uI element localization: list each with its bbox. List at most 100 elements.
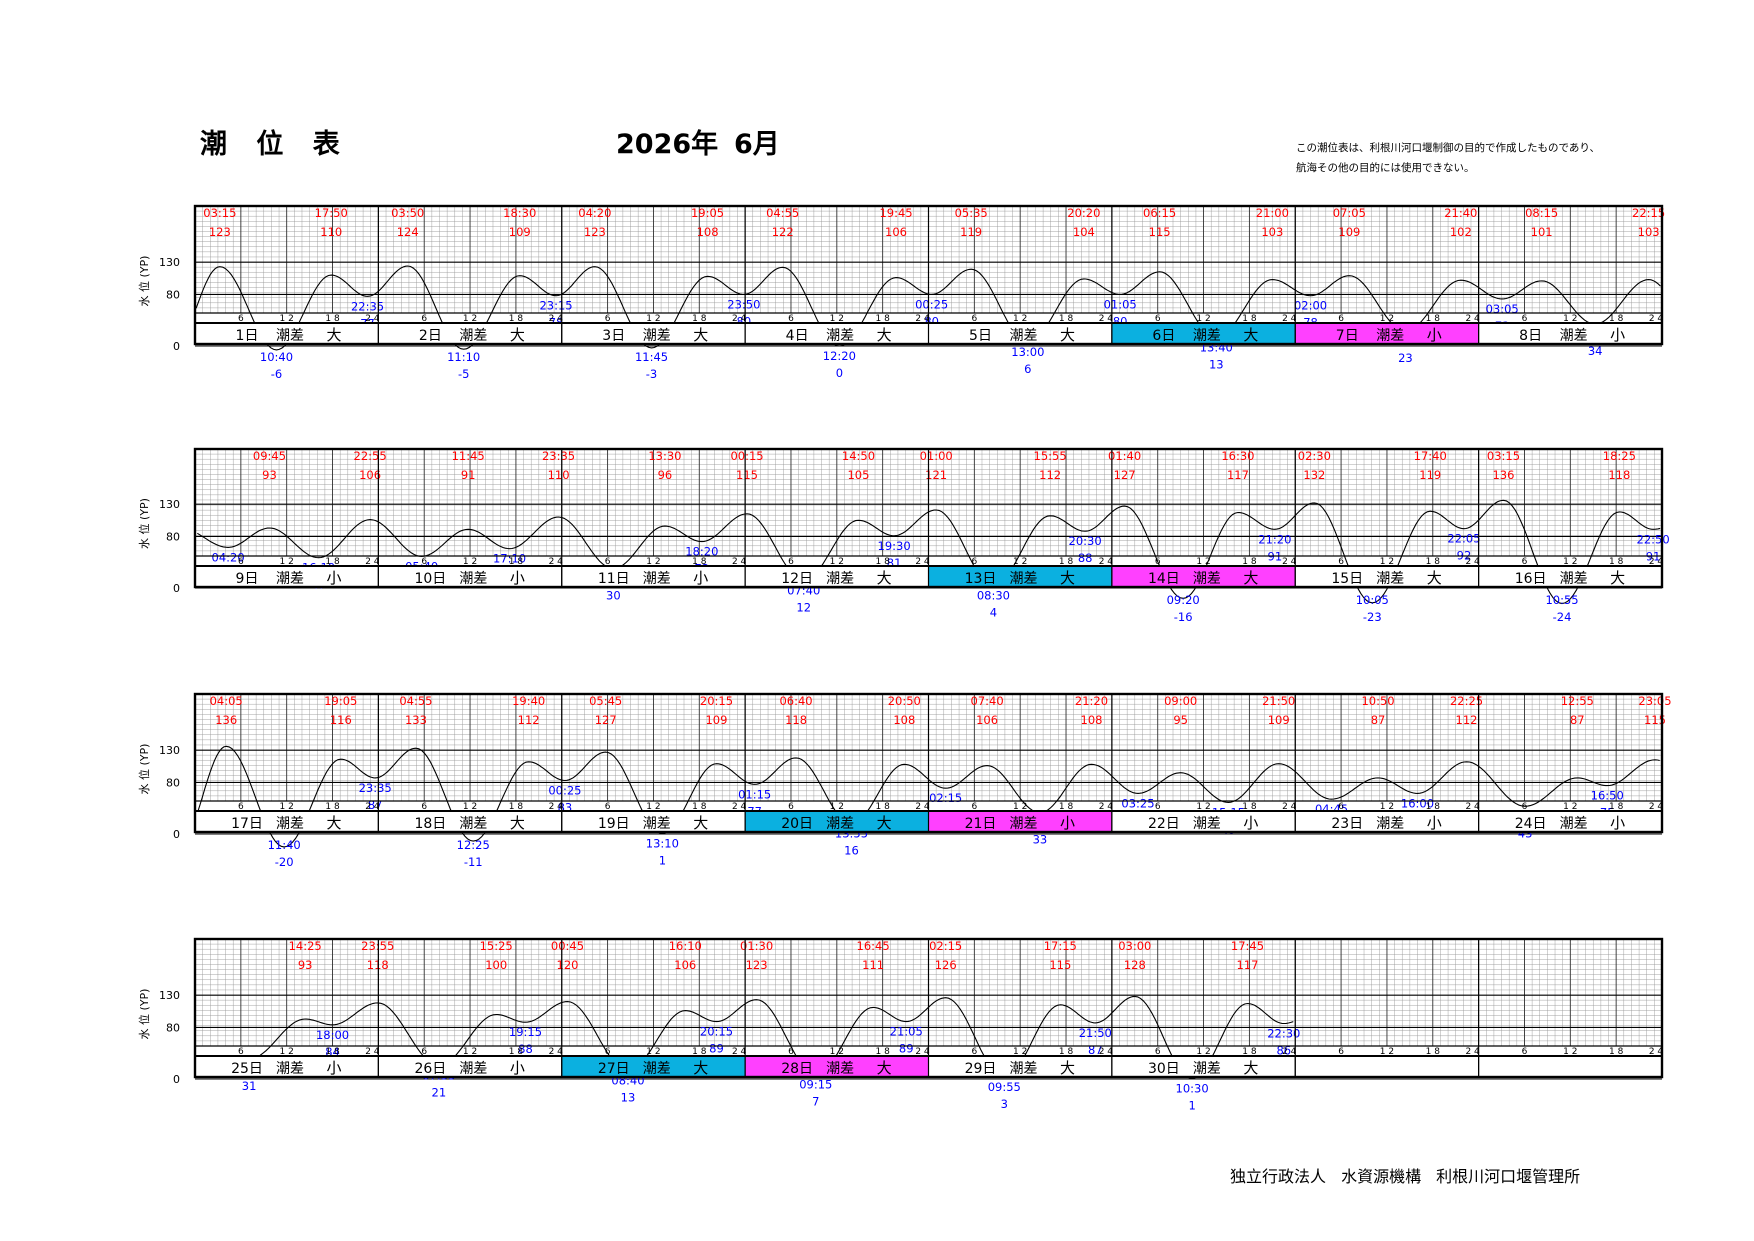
low-tide-time: 10:30 [1176, 1081, 1209, 1095]
high-tide-value: 119 [1419, 468, 1441, 482]
high-tide-value: 115 [1644, 713, 1666, 727]
range-value: 大 [1243, 326, 1258, 344]
x-tick-label: 2 4 [1649, 557, 1664, 567]
x-tick-label: 1 2 [830, 557, 844, 567]
low-tide-value: 0 [836, 366, 843, 380]
range-value: 小 [1610, 814, 1625, 832]
x-tick-label: 6 [971, 557, 977, 567]
low-tide-value: 30 [606, 589, 621, 603]
x-tick-label: 6 [1522, 1047, 1528, 1057]
low-tide-time: 13:00 [1011, 345, 1044, 359]
x-tick-label: 2 4 [732, 314, 747, 324]
range-value: 小 [510, 1059, 525, 1077]
y-tick-label: 0 [173, 582, 180, 595]
high-tide-time: 19:05 [691, 206, 724, 220]
range-value: 大 [1610, 569, 1625, 587]
day-label: 16日 [1515, 571, 1547, 587]
x-tick-label: 2 4 [365, 557, 380, 567]
high-tide-time: 09:00 [1164, 694, 1197, 708]
high-tide-value: 91 [461, 468, 476, 482]
x-tick-label: 1 8 [509, 802, 524, 812]
high-tide-value: 117 [1237, 958, 1259, 972]
high-tide-value: 93 [262, 468, 277, 482]
x-tick-label: 1 2 [1380, 557, 1394, 567]
x-tick-label: 2 4 [1099, 802, 1114, 812]
low-tide-value: 23 [1398, 351, 1413, 365]
y-tick-label: 80 [166, 530, 180, 543]
range-value: 小 [1427, 326, 1442, 344]
high-tide-value: 123 [746, 958, 768, 972]
x-tick-label: 6 [788, 314, 794, 324]
x-tick-label: 1 2 [646, 557, 660, 567]
range-label: 潮差 [1010, 816, 1038, 832]
low-tide-time: 03:25 [1121, 796, 1154, 810]
x-tick-label: 1 8 [692, 314, 707, 324]
high-tide-value: 106 [674, 958, 696, 972]
high-tide-time: 14:50 [842, 449, 875, 463]
low-tide-time: 10:40 [260, 350, 293, 364]
low-tide-value: 88 [1078, 551, 1093, 565]
y-tick-label: 130 [159, 989, 180, 1002]
low-tide-time: 21:50 [1079, 1026, 1112, 1040]
high-tide-value: 100 [485, 958, 507, 972]
x-tick-label: 6 [238, 802, 244, 812]
x-tick-label: 1 8 [1242, 557, 1257, 567]
x-tick-label: 1 8 [1426, 557, 1441, 567]
high-tide-time: 09:45 [253, 449, 286, 463]
x-tick-label: 2 4 [732, 557, 747, 567]
high-tide-time: 12:55 [1561, 694, 1594, 708]
high-tide-time: 00:15 [730, 449, 763, 463]
range-label: 潮差 [1010, 571, 1038, 587]
day-label: 4日 [786, 328, 809, 344]
x-tick-label: 1 8 [1242, 314, 1257, 324]
y-tick-label: 80 [166, 776, 180, 789]
day-label: 30日 [1148, 1061, 1180, 1077]
high-tide-value: 115 [1049, 958, 1071, 972]
high-tide-value: 105 [847, 468, 869, 482]
range-label: 潮差 [459, 1061, 487, 1077]
high-tide-value: 118 [1608, 468, 1630, 482]
y-tick-label: 80 [166, 288, 180, 301]
high-tide-value: 102 [1450, 225, 1472, 239]
high-tide-value: 110 [548, 468, 570, 482]
x-tick-label: 1 2 [1563, 802, 1577, 812]
day-label: 17日 [231, 816, 263, 832]
x-tick-label: 6 [421, 557, 427, 567]
low-tide-value: 6 [1024, 362, 1031, 376]
high-tide-time: 21:40 [1444, 206, 1477, 220]
low-tide-time: 21:20 [1258, 532, 1291, 546]
x-tick-label: 6 [971, 1047, 977, 1057]
high-tide-time: 19:40 [512, 694, 545, 708]
day-label: 24日 [1515, 816, 1547, 832]
x-tick-label: 1 2 [463, 1047, 477, 1057]
range-value: 大 [877, 814, 892, 832]
high-tide-value: 133 [405, 713, 427, 727]
range-label: 潮差 [276, 328, 304, 344]
y-tick-label: 0 [173, 340, 180, 353]
x-tick-label: 2 4 [1282, 802, 1297, 812]
low-tide-time: 12:20 [823, 349, 856, 363]
x-tick-label: 1 2 [463, 314, 477, 324]
high-tide-value: 109 [509, 225, 531, 239]
x-tick-label: 1 2 [1013, 802, 1027, 812]
y-axis-label: 水 位 (YP) [137, 744, 151, 795]
range-value: 大 [1060, 326, 1075, 344]
high-tide-time: 15:55 [1034, 449, 1067, 463]
x-tick-label: 1 8 [875, 557, 890, 567]
low-tide-time: 19:15 [509, 1025, 542, 1039]
x-tick-label: 1 8 [875, 802, 890, 812]
low-tide-value: -20 [275, 855, 294, 869]
x-tick-label: 6 [238, 314, 244, 324]
x-tick-label: 2 4 [1465, 557, 1480, 567]
low-tide-time: 19:30 [878, 539, 911, 553]
x-tick-label: 1 2 [280, 314, 294, 324]
high-tide-time: 22:15 [1632, 206, 1665, 220]
low-tide-value: 13 [621, 1091, 636, 1105]
range-label: 潮差 [1376, 816, 1404, 832]
x-tick-label: 2 4 [915, 1047, 930, 1057]
day-label: 19日 [598, 816, 630, 832]
day-label: 1日 [236, 328, 259, 344]
x-tick-label: 6 [1338, 802, 1344, 812]
range-value: 小 [1427, 814, 1442, 832]
low-tide-time: 04:20 [212, 550, 245, 564]
